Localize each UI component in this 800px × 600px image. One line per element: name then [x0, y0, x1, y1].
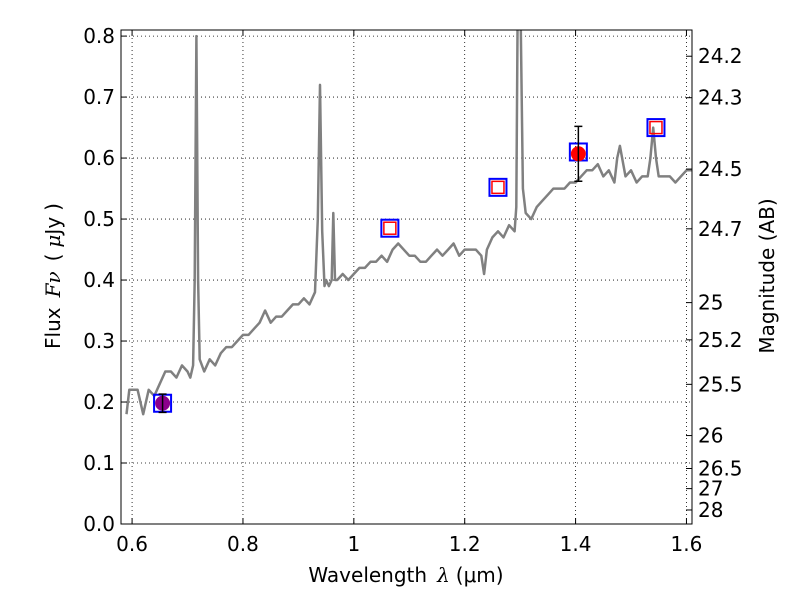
- x-tick-label: 1.2: [449, 532, 481, 556]
- y-tick-label: 0.2: [83, 390, 115, 414]
- y2-tick-label: 25: [698, 291, 723, 315]
- model-box: [646, 118, 666, 138]
- photometry-points: [153, 118, 666, 414]
- y2-tick-label: 25.5: [698, 372, 743, 396]
- y-tick-label: 0.1: [83, 451, 115, 475]
- y-tick-label: 0.5: [83, 207, 115, 231]
- y-tick-label: 0.7: [83, 85, 115, 109]
- x-tick-label: 1.6: [671, 532, 703, 556]
- y2-tick-label: 24.3: [698, 86, 743, 110]
- open-square-marker: [649, 120, 663, 135]
- y-tick-label: 0.3: [83, 329, 115, 353]
- x-tick-label: 1: [347, 532, 360, 556]
- x-tick-label: 0.6: [116, 532, 148, 556]
- photometry-2: [380, 218, 400, 238]
- open-square-marker: [383, 221, 397, 235]
- y2-tick-label: 26: [698, 424, 723, 448]
- grid-lines: [121, 30, 692, 525]
- photometry-3: [488, 177, 508, 197]
- y2-tick-label: 28: [698, 498, 723, 522]
- axis-ticks: 0.6 0.8 1 1.2 1.4 1.6 0.0 0.1 0.2 0.3 0.4 0.5 0.6 0.7…: [83, 24, 742, 556]
- photometry-1: [153, 393, 173, 414]
- y-axis-label: FluxFν(μJy): [41, 203, 65, 349]
- y2-tick-label: 24.2: [698, 44, 743, 68]
- y2-tick-label: 25.2: [698, 328, 743, 352]
- photometry-5: [646, 118, 666, 138]
- y-tick-label: 0.4: [83, 268, 115, 292]
- x-tick-label: 1.4: [560, 532, 592, 556]
- y-tick-label: 0.0: [83, 512, 115, 536]
- x-axis-label: Wavelength λ (μm): [308, 563, 503, 587]
- y2-tick-label: 26.5: [698, 457, 743, 481]
- photometry-4: [568, 125, 588, 182]
- y-tick-label: 0.8: [83, 24, 115, 48]
- y2-axis-label: Magnitude (AB): [755, 198, 779, 353]
- y2-tick-label: 24.5: [698, 157, 743, 181]
- x-tick-label: 0.8: [227, 532, 259, 556]
- y-tick-label: 0.6: [83, 146, 115, 170]
- plot-frame: [120, 29, 693, 525]
- y2-tick-label: 24.7: [698, 217, 743, 241]
- model-box: [380, 218, 400, 238]
- model-box: [488, 177, 508, 197]
- open-square-marker: [491, 180, 505, 195]
- y2-tick-label: 27: [698, 477, 723, 501]
- spectrum-series: [125, 30, 692, 416]
- spectrum-line: [125, 30, 692, 416]
